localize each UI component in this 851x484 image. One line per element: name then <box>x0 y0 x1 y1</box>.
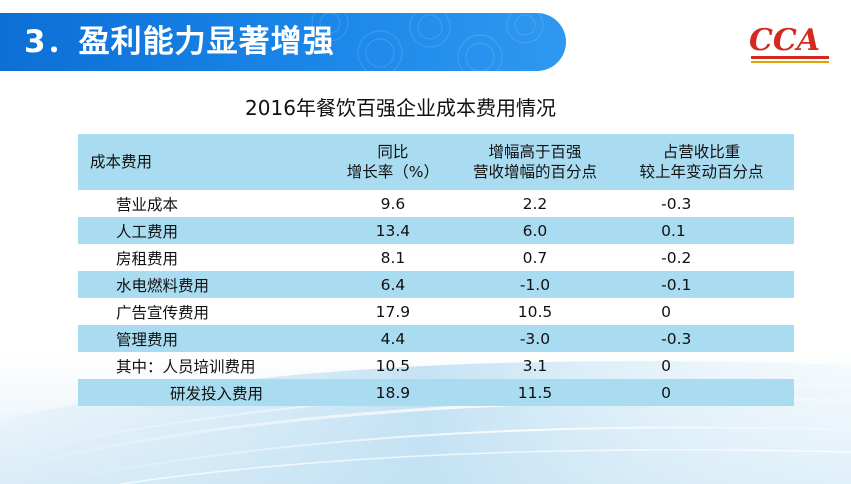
cell-share-change: -0.3 <box>661 194 692 213</box>
cell-above-revenue: 0.7 <box>522 248 548 267</box>
table-row: 研发投入费用 18.9 11.5 0 <box>78 379 794 406</box>
cell-growth: 13.4 <box>324 217 461 244</box>
cell-cost-item: 管理费用 <box>78 325 325 352</box>
cell-above-revenue: 11.5 <box>460 379 610 406</box>
column-header-growth: 同比 增长率（%） <box>324 134 461 190</box>
cell-cost-item: 水电燃料费用 <box>78 271 325 298</box>
cell-share-change: 0 <box>661 356 671 375</box>
column-header-above-revenue: 增幅高于百强 营收增幅的百分点 <box>460 134 610 190</box>
cca-logo: CCA <box>749 23 829 63</box>
table-row: 其中：人员培训费用 10.5 3.1 0 <box>78 352 794 379</box>
cell-above-revenue: 6.0 <box>460 217 610 244</box>
cell-growth: 9.6 <box>380 194 406 213</box>
cost-table: 成本费用 同比 增长率（%） 增幅高于百强 营收增幅的百分点 占营收比重 较上年… <box>78 134 794 406</box>
table-row: 营业成本 9.6 2.2 -0.3 <box>78 190 794 217</box>
page-title: 3．盈利能力显著增强 <box>24 24 335 60</box>
banner-pattern <box>311 13 544 71</box>
cell-cost-item: 房租费用 <box>116 249 179 268</box>
cell-growth: 6.4 <box>324 271 461 298</box>
cell-cost-item: 其中：人员培训费用 <box>116 357 256 376</box>
cell-cost-item: 人工费用 <box>78 217 325 244</box>
cell-growth: 18.9 <box>324 379 461 406</box>
table-row: 广告宣传费用 17.9 10.5 0 <box>78 298 794 325</box>
cell-growth: 8.1 <box>380 248 406 267</box>
table-header-row: 成本费用 同比 增长率（%） 增幅高于百强 营收增幅的百分点 占营收比重 较上年… <box>78 134 794 190</box>
logo-stripe-gold <box>751 61 829 63</box>
cell-above-revenue: 2.2 <box>522 194 548 213</box>
table-row: 管理费用 4.4 -3.0 -0.3 <box>78 325 794 352</box>
header-banner: 3．盈利能力显著增强 <box>0 13 566 71</box>
cell-cost-item: 研发投入费用 <box>78 379 325 406</box>
cell-share-change: 0 <box>661 302 671 321</box>
column-header-share-change: 占营收比重 较上年变动百分点 <box>609 134 794 190</box>
cell-growth: 4.4 <box>324 325 461 352</box>
cell-above-revenue: 3.1 <box>522 356 548 375</box>
column-header-cost-item: 成本费用 <box>78 134 325 190</box>
cell-cost-item: 营业成本 <box>116 195 179 214</box>
cell-growth: 10.5 <box>375 356 411 375</box>
cell-share-change: 0.1 <box>609 217 794 244</box>
cell-cost-item: 广告宣传费用 <box>116 303 210 322</box>
logo-text: CCA <box>749 23 820 58</box>
table-title-text: 2016年餐饮百强企业成本费用情况 <box>245 96 556 120</box>
logo-stripe-red <box>751 56 829 59</box>
cell-share-change: 0 <box>609 379 794 406</box>
cell-above-revenue: 10.5 <box>517 302 553 321</box>
cell-share-change: -0.1 <box>609 271 794 298</box>
table-title: 2016年餐饮百强企业成本费用情况 <box>0 92 851 121</box>
cell-above-revenue: -1.0 <box>460 271 610 298</box>
table-row: 水电燃料费用 6.4 -1.0 -0.1 <box>78 271 794 298</box>
table-row: 人工费用 13.4 6.0 0.1 <box>78 217 794 244</box>
cell-growth: 17.9 <box>375 302 411 321</box>
cell-above-revenue: -3.0 <box>460 325 610 352</box>
cell-share-change: -0.2 <box>661 248 692 267</box>
table-row: 房租费用 8.1 0.7 -0.2 <box>78 244 794 271</box>
cell-share-change: -0.3 <box>609 325 794 352</box>
